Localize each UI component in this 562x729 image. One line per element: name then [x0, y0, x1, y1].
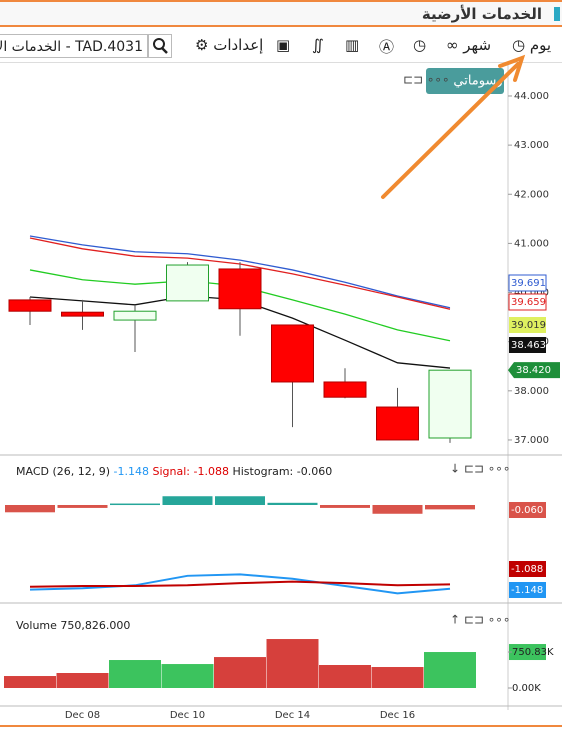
x-tick-label: Dec 08: [65, 710, 100, 721]
candle-body: [323, 381, 367, 398]
value-tag: [509, 337, 546, 353]
day-label: يوم: [529, 36, 552, 54]
y-tick-label: 38.000: [514, 386, 549, 397]
indicators-button[interactable]: ∬: [312, 36, 324, 54]
value-tag: [509, 561, 546, 577]
search-icon: [153, 38, 168, 54]
macd-header: MACD (26, 12, 9) -1.148 Signal: -1.088 H…: [16, 465, 332, 478]
volume-bar: [161, 664, 214, 688]
histogram-bar: [320, 505, 370, 508]
candle-body: [113, 310, 157, 321]
volume-bar: [4, 676, 56, 688]
settings-label: إعدادات: [213, 36, 264, 54]
histogram-bar: [110, 503, 160, 506]
y-tick-label: 41.000: [514, 238, 549, 249]
chart-type-button[interactable]: ▥: [345, 36, 360, 54]
drawings-bg: [426, 68, 504, 94]
macd-header-part: Signal:: [153, 465, 191, 478]
month-label: شهر: [463, 36, 492, 54]
y-tick-label: 44.000: [514, 91, 549, 102]
macd-header-part: -0.060: [297, 465, 332, 478]
volume-bar: [371, 667, 424, 688]
volume-bar: [56, 673, 109, 688]
settings-button[interactable]: إعدادات ⚙: [195, 36, 264, 54]
volume-header: Volume 750,826.000: [16, 619, 130, 632]
volume-bar: [266, 639, 319, 688]
value-tag: [509, 317, 546, 333]
y-tick-label: 37.000: [514, 435, 549, 446]
x-tick-label: Dec 14: [275, 710, 310, 721]
macd-line: [29, 573, 451, 595]
symbol-input[interactable]: TAD.4031 - الخدمات الأرضية: [0, 34, 148, 58]
candle-body: [376, 406, 419, 441]
volume-bar: [424, 652, 476, 688]
volume-bar: [319, 665, 371, 688]
candle-body: [218, 268, 262, 310]
x-tick-label: Dec 16: [380, 710, 415, 721]
replay-button[interactable]: ◷: [413, 36, 427, 54]
pane-controls[interactable]: ↑ ⊏⊐ ∘∘∘: [450, 613, 510, 627]
last-price-label: 38.420: [516, 365, 551, 376]
volume-bar: [109, 660, 161, 688]
last-price-tag: [508, 362, 560, 379]
volume-bar: [214, 657, 266, 688]
pane-controls[interactable]: ↓ ⊏⊐ ∘∘∘: [450, 462, 510, 476]
candle-body: [166, 264, 209, 302]
y-tick-label: 0.00K: [512, 683, 541, 694]
compare-button[interactable]: Ⓐ: [379, 38, 395, 56]
value-tag: [509, 582, 546, 598]
value-tag: [509, 502, 546, 518]
macd-header-part: Histogram:: [232, 465, 293, 478]
y-tick-label: 43.000: [514, 140, 549, 151]
macd-header-part: -1.148: [114, 465, 149, 478]
macd-header-part: -1.088: [194, 465, 229, 478]
annotation-arrow: [381, 54, 526, 199]
histogram-bar: [372, 505, 423, 514]
value-tag: [508, 293, 547, 311]
signal-line: [29, 580, 451, 588]
value-tag-label: -0.060: [511, 505, 543, 516]
histogram-bar: [215, 496, 265, 505]
histogram-bar: [162, 496, 213, 505]
value-tag-label: 38.463: [511, 340, 546, 351]
y-tick-label: 750.83K: [512, 647, 554, 658]
header-title: الخدمات الأرضية: [421, 5, 542, 23]
histogram-bar: [425, 505, 475, 510]
day-button[interactable]: يوم ◷: [512, 36, 552, 54]
histogram-bar: [5, 505, 55, 513]
pane-controls[interactable]: ⊏⊐ ∘∘∘: [403, 73, 449, 87]
value-tag-label: 39.019: [511, 320, 546, 331]
value-tag-label: 39.659: [511, 297, 546, 308]
value-tag: [509, 644, 546, 661]
macd-header-part: MACD: [16, 465, 49, 478]
y-tick-label: 40.000: [514, 288, 549, 299]
drawings-button[interactable]: رسوماتي: [426, 68, 504, 94]
value-tag-label: 39.691: [511, 278, 546, 289]
toolbar: TAD.4031 - الخدمات الأرضية إعدادات ⚙ ▣ ∬…: [0, 32, 562, 63]
macd-header-part: (26, 12, 9): [52, 465, 110, 478]
header: الخدمات الأرضية: [0, 0, 562, 27]
volume-title: Volume: [16, 619, 57, 632]
ma-line: [29, 235, 451, 309]
volume-current: 750,826.000: [60, 619, 130, 632]
search-button[interactable]: [148, 34, 172, 58]
header-badge: [554, 7, 560, 21]
drawings-label: رسوماتي: [453, 74, 502, 89]
x-tick-label: Dec 10: [170, 710, 205, 721]
month-button[interactable]: شهر ∞: [446, 36, 492, 54]
histogram-bar: [267, 502, 318, 505]
value-tag-label: -1.148: [511, 585, 543, 596]
histogram-bar: [57, 505, 108, 508]
candle-body: [8, 299, 52, 312]
value-tag: [508, 274, 547, 292]
y-tick-label: 42.000: [514, 189, 549, 200]
snapshot-button[interactable]: ▣: [276, 36, 291, 54]
candle-body: [428, 369, 472, 439]
candle-body: [61, 311, 104, 317]
value-tag-label: -1.088: [511, 564, 543, 575]
candle-body: [271, 324, 314, 383]
